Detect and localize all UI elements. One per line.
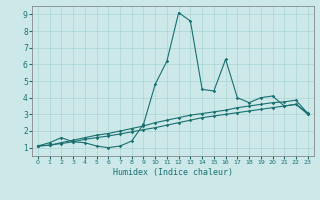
X-axis label: Humidex (Indice chaleur): Humidex (Indice chaleur) [113,168,233,177]
